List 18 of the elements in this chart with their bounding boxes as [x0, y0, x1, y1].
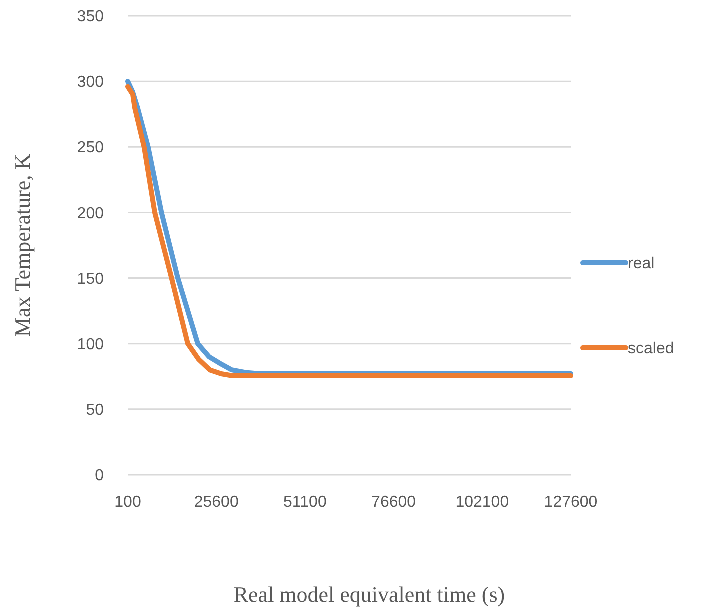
y-tick-label: 0: [95, 468, 104, 485]
x-tick-label: 51100: [284, 494, 327, 511]
y-tick-label: 50: [86, 402, 104, 420]
x-tick-label: 102100: [456, 494, 510, 511]
y-tick-label: 250: [77, 140, 104, 157]
y-tick-label: 150: [77, 270, 104, 288]
y-tick-label: 300: [77, 74, 104, 92]
legend-label: real: [628, 256, 655, 273]
x-axis-title: Real model equivalent time (s): [234, 582, 506, 607]
y-axis-title: Max Temperature, K: [10, 154, 35, 338]
x-tick-label: 25600: [194, 494, 239, 511]
x-tick-label: 100: [114, 494, 142, 511]
legend-label: scaled: [628, 340, 674, 358]
y-tick-label: 100: [77, 336, 104, 354]
x-tick-label: 76600: [372, 494, 416, 511]
x-tick-label: 127600: [544, 494, 598, 511]
y-tick-label: 200: [77, 205, 104, 222]
y-tick-label: 350: [77, 8, 104, 26]
